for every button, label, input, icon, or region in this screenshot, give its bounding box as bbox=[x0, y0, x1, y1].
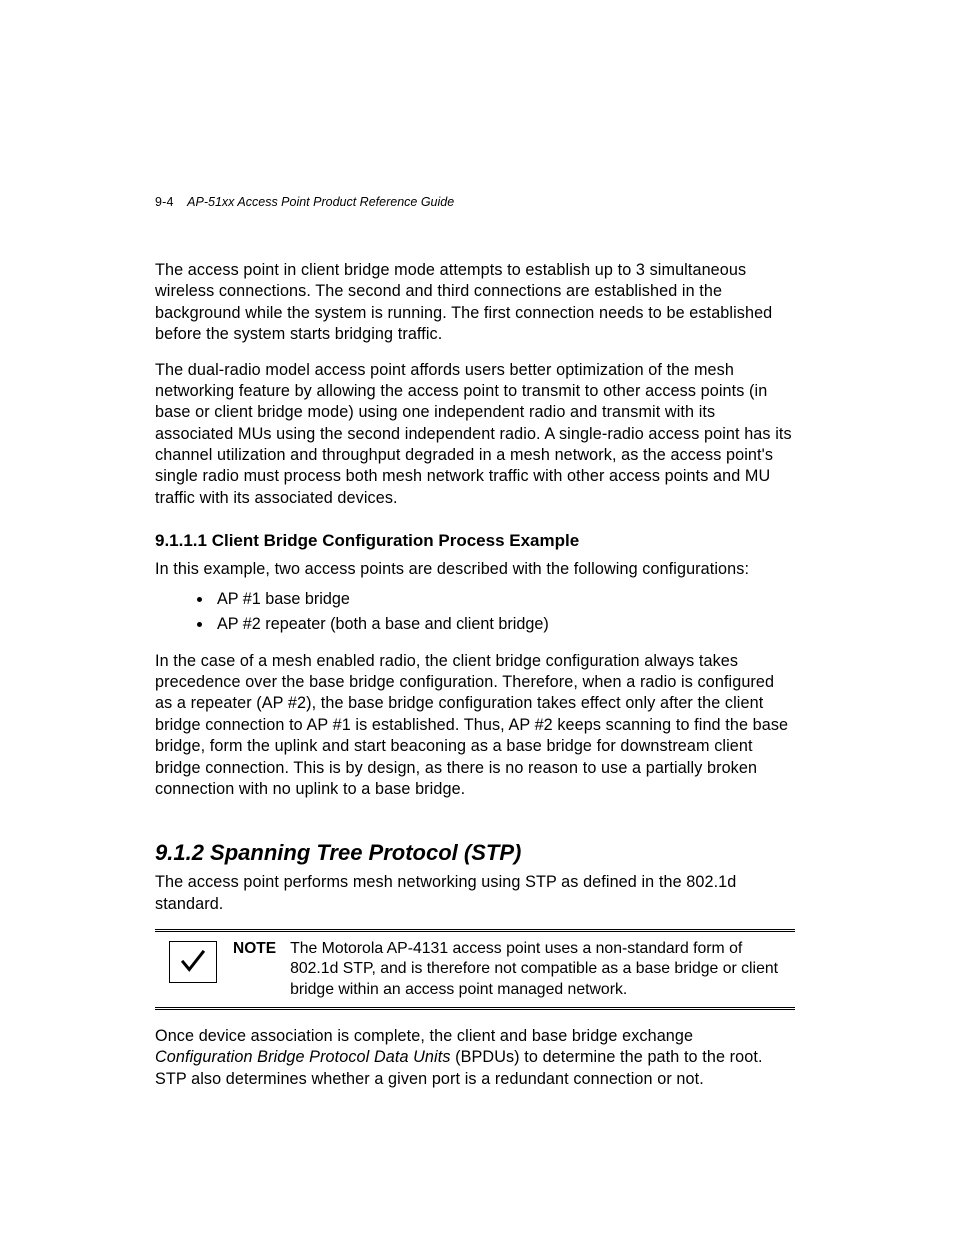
note-text: The Motorola AP-4131 access point uses a… bbox=[290, 939, 787, 1000]
paragraph: In the case of a mesh enabled radio, the… bbox=[155, 651, 795, 801]
page: 9-4 AP-51xx Access Point Product Referen… bbox=[0, 0, 954, 1235]
paragraph: The dual-radio model access point afford… bbox=[155, 360, 795, 510]
list-item: AP #1 base bridge bbox=[213, 587, 795, 612]
paragraph: In this example, two access points are d… bbox=[155, 559, 795, 580]
italic-term: Configuration Bridge Protocol Data Units bbox=[155, 1048, 451, 1066]
paragraph: The access point performs mesh networkin… bbox=[155, 872, 795, 915]
note-box: NOTE The Motorola AP-4131 access point u… bbox=[155, 929, 795, 1010]
text-run: Once device association is complete, the… bbox=[155, 1027, 693, 1045]
running-header: 9-4 AP-51xx Access Point Product Referen… bbox=[155, 195, 454, 209]
checkmark-icon bbox=[169, 941, 217, 983]
list-item: AP #2 repeater (both a base and client b… bbox=[213, 612, 795, 637]
doc-title: AP-51xx Access Point Product Reference G… bbox=[187, 195, 454, 209]
paragraph: The access point in client bridge mode a… bbox=[155, 260, 795, 346]
heading-9-1-2: 9.1.2 Spanning Tree Protocol (STP) bbox=[155, 840, 795, 866]
paragraph: Once device association is complete, the… bbox=[155, 1026, 795, 1090]
note-label: NOTE bbox=[233, 939, 276, 958]
note-content: NOTE The Motorola AP-4131 access point u… bbox=[233, 939, 795, 1000]
page-number: 9-4 bbox=[155, 195, 174, 209]
heading-9-1-1-1: 9.1.1.1 Client Bridge Configuration Proc… bbox=[155, 531, 795, 551]
content-area: The access point in client bridge mode a… bbox=[155, 260, 795, 1104]
bullet-list: AP #1 base bridge AP #2 repeater (both a… bbox=[155, 587, 795, 637]
